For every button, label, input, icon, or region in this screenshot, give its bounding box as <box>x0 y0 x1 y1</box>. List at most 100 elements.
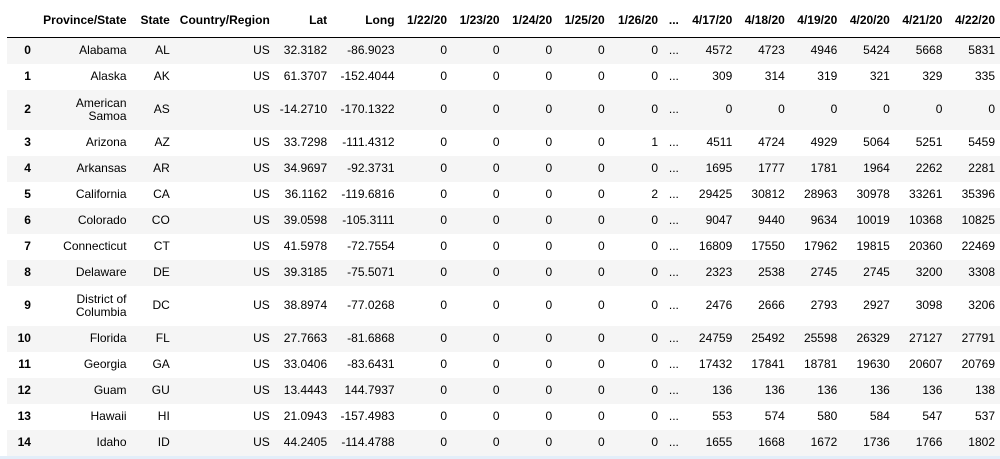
table-cell: -72.7554 <box>347 239 395 253</box>
table-cell: 20769 <box>961 357 995 371</box>
row-index: 9 <box>24 298 31 312</box>
table-cell: 0 <box>545 265 553 279</box>
row-index: 8 <box>24 265 31 279</box>
column-header: 4/20/20 <box>842 7 895 38</box>
table-cell: 0 <box>440 357 448 371</box>
table-cell: US <box>253 187 270 201</box>
table-cell: 0 <box>492 383 500 397</box>
table-cell: 574 <box>764 409 785 423</box>
table-cell: 0 <box>597 43 605 58</box>
table-cell: 2745 <box>863 265 890 279</box>
table-cell: 5251 <box>915 135 943 149</box>
table-cell: 4929 <box>810 135 838 149</box>
table-cell: 2538 <box>758 265 785 279</box>
table-cell: 0 <box>988 102 995 116</box>
column-header: 1/24/20 <box>504 7 558 38</box>
table-cell: 19630 <box>856 357 890 371</box>
table-cell: 0 <box>651 383 659 397</box>
table-cell: 580 <box>817 409 838 423</box>
table-row: 5 California CA US 36.1162 -119.6816 0 0 0 0 2... 2… <box>7 181 1000 208</box>
table-cell: 136 <box>922 383 943 397</box>
table-cell: 20607 <box>909 357 943 371</box>
table-cell: AR <box>153 161 170 175</box>
table-cell: CA <box>153 187 170 201</box>
table-cell: 0 <box>492 239 500 253</box>
table-cell: 16809 <box>698 239 733 253</box>
table-cell: 0 <box>440 213 448 227</box>
table-cell: Alaska <box>90 69 127 83</box>
table-cell: 39.0598 <box>283 213 328 227</box>
table-cell: 0 <box>492 409 500 423</box>
table-cell: 41.5978 <box>283 239 328 253</box>
table-cell: Alabama <box>79 43 127 58</box>
table-cell: 136 <box>817 383 838 397</box>
table-body: 0 Alabama AL US 32.3182 -86.9023 0 0 0 0 0... 4572 4… <box>7 37 1000 456</box>
table-cell: 1964 <box>863 161 890 175</box>
table-cell: 537 <box>974 409 995 423</box>
table-cell: CO <box>151 213 170 227</box>
table-cell: 0 <box>545 102 553 116</box>
table-cell: 0 <box>492 102 500 116</box>
table-header: Province/State State Country/Region Lat Long… <box>7 7 1000 38</box>
table-cell: ... <box>668 187 679 201</box>
table-cell: 0 <box>651 43 659 58</box>
table-cell: 0 <box>545 298 553 312</box>
column-header: 4/17/20 <box>684 7 738 38</box>
table-cell: 0 <box>545 383 553 397</box>
table-cell: ... <box>668 298 679 312</box>
table-cell: 314 <box>764 69 785 83</box>
table-cell: 4723 <box>758 43 785 58</box>
table-cell: 0 <box>440 239 448 253</box>
table-cell: 0 <box>545 331 553 345</box>
table-cell: US <box>253 265 270 279</box>
table-cell: 0 <box>440 161 448 175</box>
table-cell: 4511 <box>706 135 733 149</box>
table-cell: DC <box>152 298 170 312</box>
table-cell: 17962 <box>803 239 838 253</box>
table-cell: 0 <box>651 357 659 371</box>
table-cell: GU <box>151 383 170 397</box>
table-cell: 0 <box>651 331 659 345</box>
table-cell: -81.6868 <box>347 331 395 345</box>
table-cell: 0 <box>492 265 500 279</box>
table-cell: 0 <box>440 435 448 449</box>
table-cell: ... <box>668 409 679 423</box>
table-cell: 29425 <box>698 187 733 201</box>
table-cell: 9440 <box>758 213 785 227</box>
table-cell: 0 <box>545 239 553 253</box>
column-header: Province/State <box>35 7 132 38</box>
table-cell: 5831 <box>968 43 995 58</box>
table-cell: -14.2710 <box>279 102 328 116</box>
table-cell: 22469 <box>961 239 995 253</box>
table-cell: 0 <box>492 187 500 201</box>
table-row: 3 Arizona AZ US 33.7298 -111.4312 0 0 0 0 1... 4511… <box>7 129 1000 156</box>
table-cell: American Samoa <box>75 95 127 123</box>
table-cell: US <box>253 102 270 116</box>
table-cell: 3206 <box>968 298 995 312</box>
table-cell: ... <box>668 135 679 149</box>
table-cell: 0 <box>492 298 500 312</box>
table-cell: 0 <box>440 265 448 279</box>
table-cell: ... <box>668 161 679 175</box>
table-cell: 2476 <box>705 298 733 312</box>
table-cell: -105.3111 <box>342 213 395 227</box>
table-row: 9 District of Columbia DC US 38.8974 -77.0268… <box>7 285 1000 326</box>
table-cell: AS <box>153 102 170 116</box>
table-cell: 20360 <box>909 239 943 253</box>
table-cell: AL <box>155 43 170 58</box>
table-cell: 0 <box>597 187 605 201</box>
table-cell: 30812 <box>751 187 785 201</box>
table-cell: 319 <box>817 69 838 83</box>
table-cell: 10019 <box>856 213 890 227</box>
table-cell: Colorado <box>77 213 127 227</box>
table-cell: 1766 <box>915 435 943 449</box>
table-cell: 17550 <box>751 239 785 253</box>
column-header: Long <box>332 7 400 38</box>
column-header: 4/19/20 <box>789 7 843 38</box>
table-cell: 0 <box>492 435 500 449</box>
table-cell: US <box>253 357 270 371</box>
table-cell: 5064 <box>863 135 890 149</box>
table-cell: US <box>253 239 270 253</box>
table-cell: 27127 <box>909 331 943 345</box>
table-cell: Guam <box>93 383 127 397</box>
